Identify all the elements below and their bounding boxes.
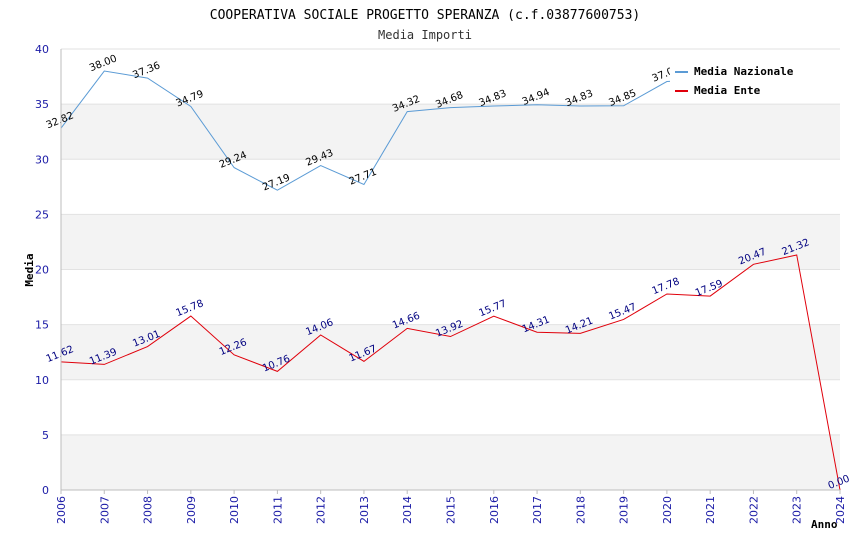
x-tick-label: 2021 xyxy=(704,496,717,524)
x-tick-label: 2022 xyxy=(747,496,760,524)
y-tick-labels: 0 5 10 15 20 25 30 35 40 xyxy=(35,43,49,497)
x-tick-labels: 2006 2007 2008 2009 2010 2011 2012 2013 2014 2015… xyxy=(55,490,847,524)
y-tick-label: 30 xyxy=(35,153,49,166)
grid-band xyxy=(61,159,840,215)
y-axis-label: Media xyxy=(23,253,36,286)
y-tick-label: 5 xyxy=(42,429,49,442)
grid-band xyxy=(61,434,840,490)
y-tick-label: 25 xyxy=(35,208,49,221)
chart-title: COOPERATIVA SOCIALE PROGETTO SPERANZA (c… xyxy=(210,8,640,23)
y-tick-label: 10 xyxy=(35,374,49,387)
y-tick-label: 15 xyxy=(35,319,49,332)
x-tick-label: 2016 xyxy=(488,496,501,524)
x-tick-label: 2015 xyxy=(445,496,458,524)
grid-bands xyxy=(61,49,840,490)
x-tick-label: 2009 xyxy=(185,496,198,524)
x-tick-label: 2020 xyxy=(661,496,674,524)
chart-subtitle: Media Importi xyxy=(378,28,472,42)
x-tick-label: 2013 xyxy=(358,496,371,524)
legend: Media Nazionale Media Ente xyxy=(670,60,810,102)
legend-label-media-nazionale: Media Nazionale xyxy=(694,65,794,78)
x-tick-label: 2024 xyxy=(834,496,847,524)
x-tick-label: 2012 xyxy=(315,496,328,524)
x-tick-label: 2018 xyxy=(574,496,587,524)
y-tick-label: 0 xyxy=(42,484,49,497)
x-tick-label: 2017 xyxy=(531,496,544,524)
y-tick-label: 20 xyxy=(35,264,49,277)
legend-box xyxy=(670,60,810,102)
y-tick-label: 35 xyxy=(35,98,49,111)
grid-band xyxy=(61,324,840,380)
legend-label-media-ente: Media Ente xyxy=(694,84,761,97)
x-tick-label: 2019 xyxy=(618,496,631,524)
grid-band xyxy=(61,104,840,160)
grid-band xyxy=(61,214,840,270)
x-tick-label: 2006 xyxy=(55,496,68,524)
y-tick-label: 40 xyxy=(35,43,49,56)
x-axis-label: Anno xyxy=(811,518,838,531)
grid-band xyxy=(61,379,840,435)
x-tick-label: 2014 xyxy=(401,496,414,524)
x-tick-label: 2023 xyxy=(791,496,804,524)
x-tick-label: 2007 xyxy=(98,496,111,524)
x-tick-label: 2010 xyxy=(228,496,241,524)
x-tick-label: 2011 xyxy=(271,496,284,524)
x-tick-label: 2008 xyxy=(142,496,155,524)
